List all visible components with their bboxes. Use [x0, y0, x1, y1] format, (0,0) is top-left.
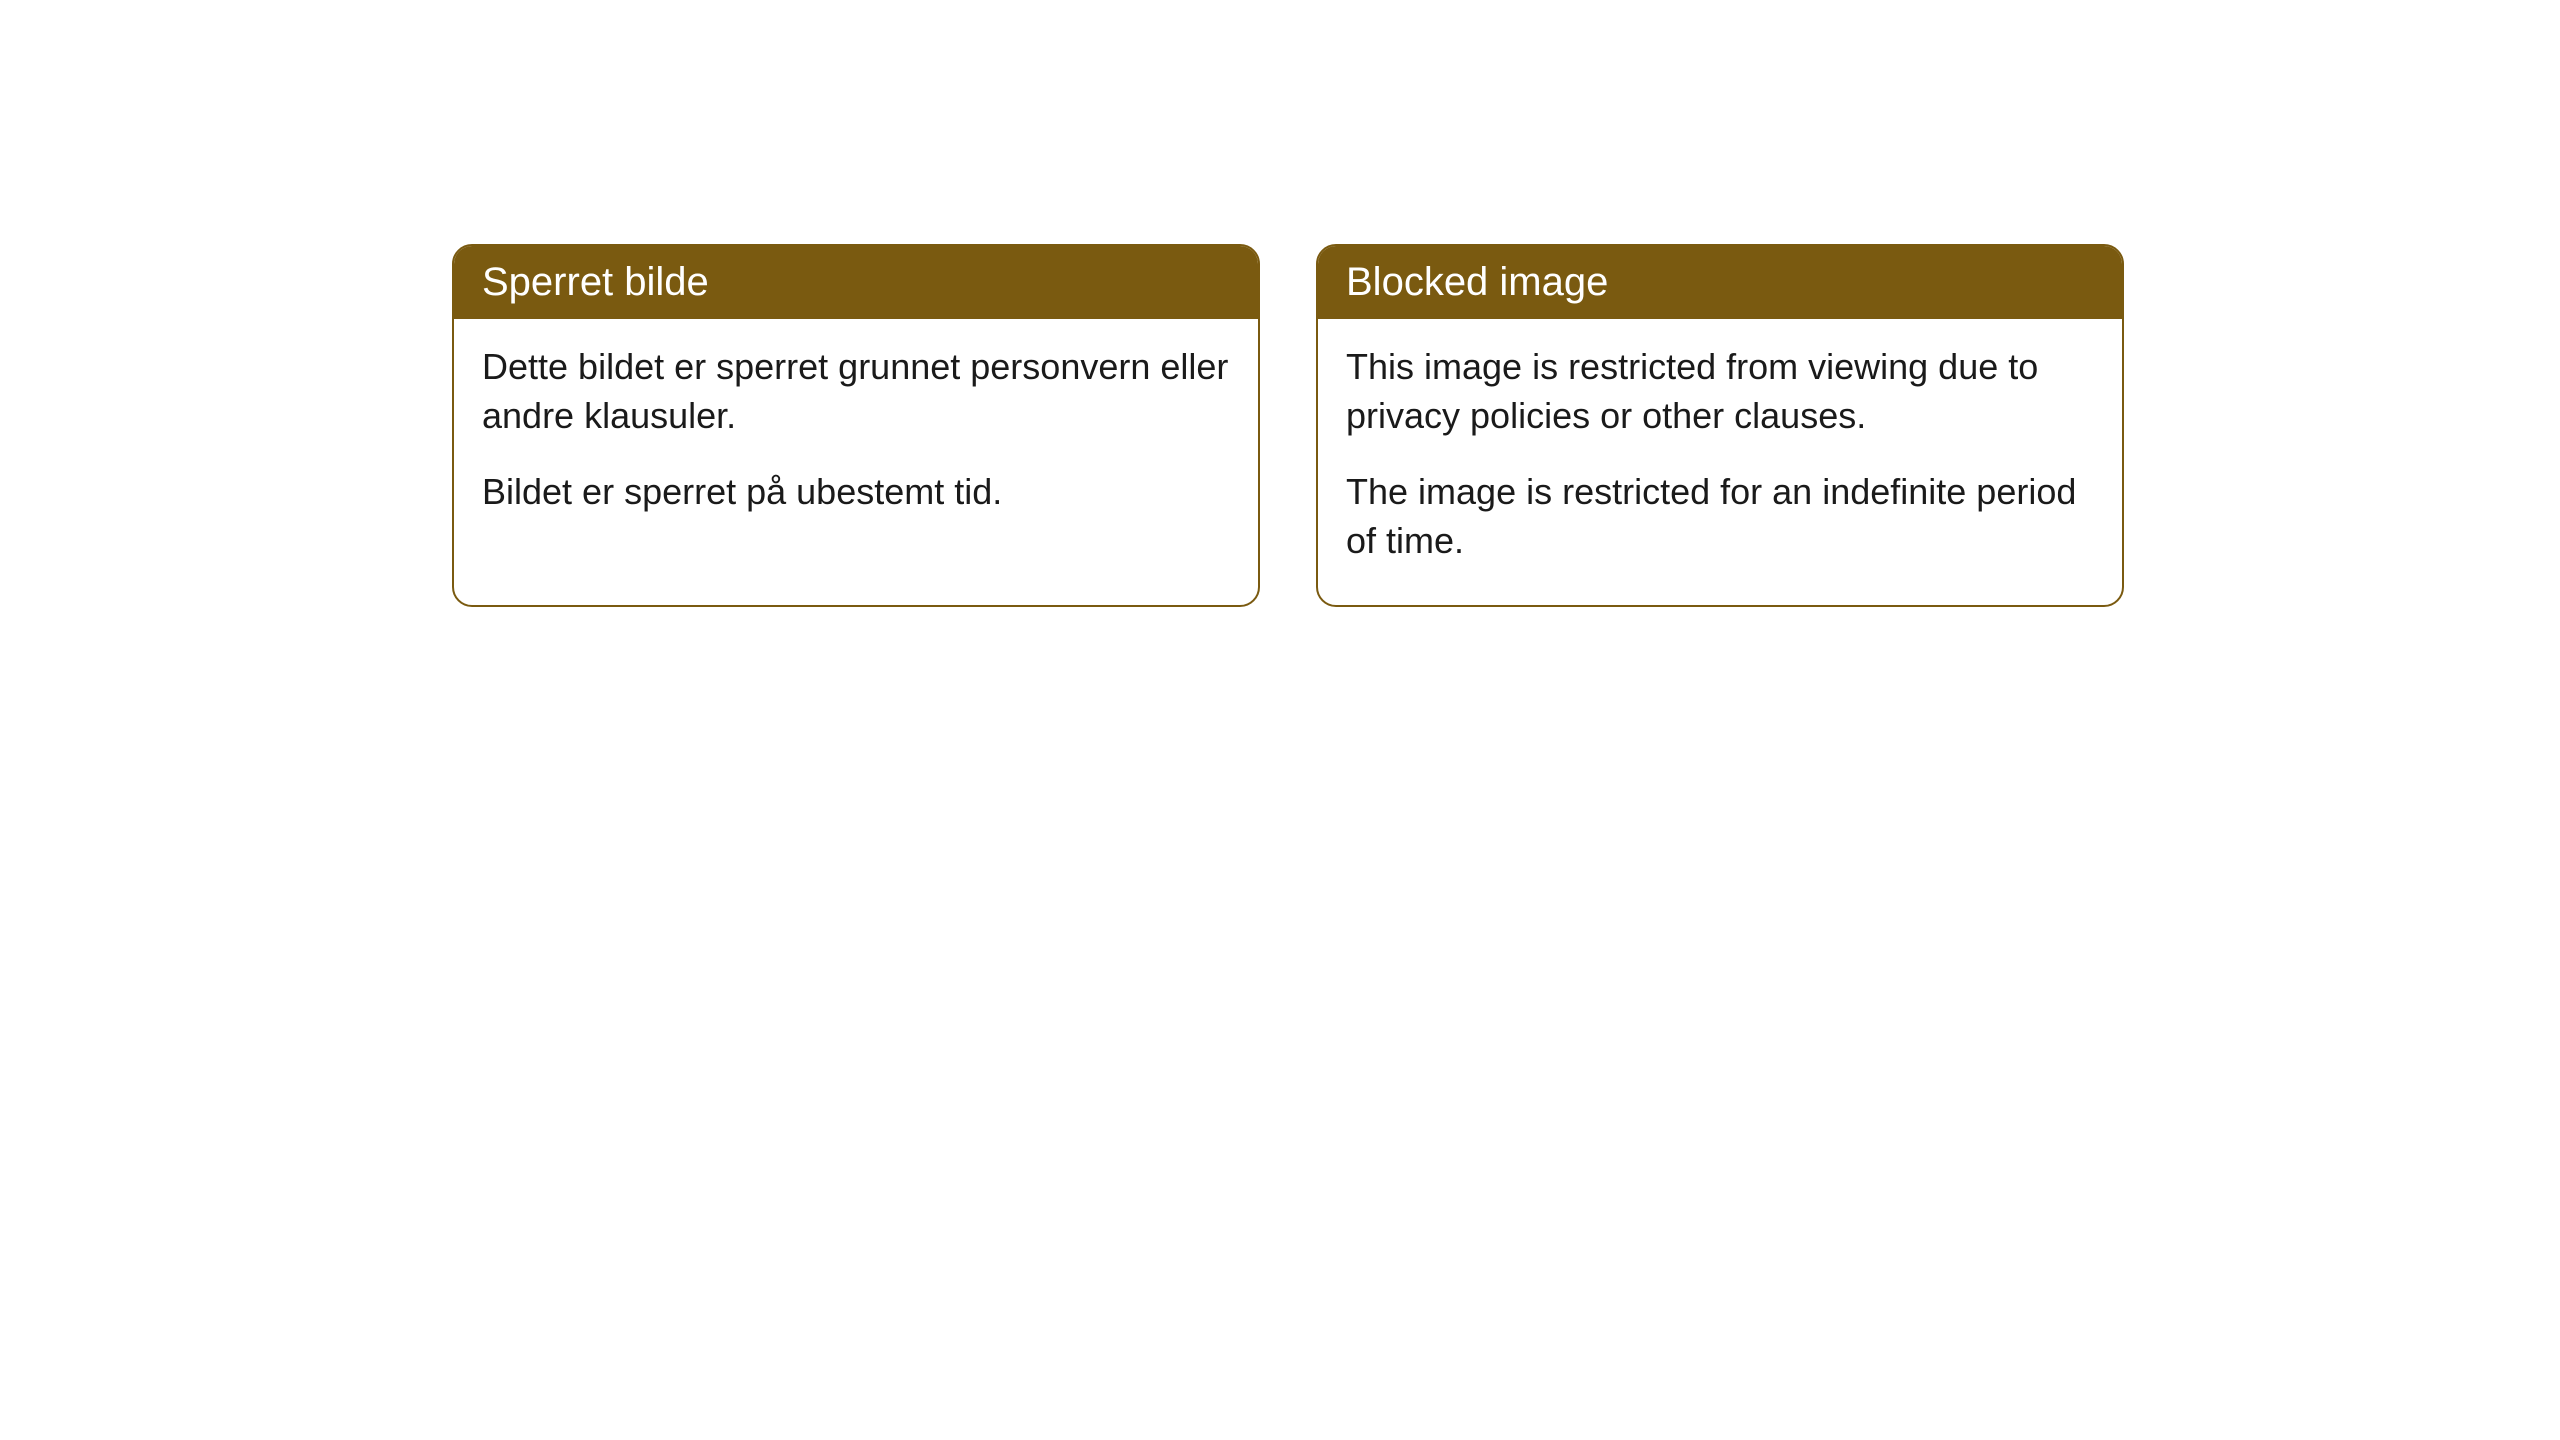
card-header-english: Blocked image — [1318, 246, 2122, 319]
card-header-norwegian: Sperret bilde — [454, 246, 1258, 319]
card-body-english: This image is restricted from viewing du… — [1318, 319, 2122, 605]
card-paragraph-1: Dette bildet er sperret grunnet personve… — [482, 343, 1230, 440]
card-body-norwegian: Dette bildet er sperret grunnet personve… — [454, 319, 1258, 557]
card-english: Blocked image This image is restricted f… — [1316, 244, 2124, 607]
card-norwegian: Sperret bilde Dette bildet er sperret gr… — [452, 244, 1260, 607]
card-paragraph-1: This image is restricted from viewing du… — [1346, 343, 2094, 440]
cards-container: Sperret bilde Dette bildet er sperret gr… — [452, 244, 2124, 607]
card-paragraph-2: Bildet er sperret på ubestemt tid. — [482, 468, 1230, 517]
card-paragraph-2: The image is restricted for an indefinit… — [1346, 468, 2094, 565]
